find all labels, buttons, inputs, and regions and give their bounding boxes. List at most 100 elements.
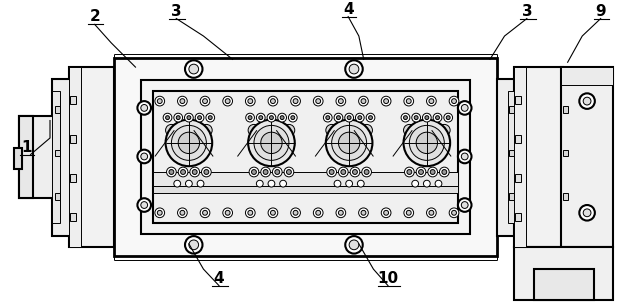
Circle shape bbox=[404, 208, 413, 218]
Circle shape bbox=[421, 124, 433, 136]
Bar bbox=[561, 67, 613, 247]
Circle shape bbox=[203, 210, 207, 215]
Circle shape bbox=[461, 104, 468, 111]
Circle shape bbox=[275, 169, 280, 174]
Circle shape bbox=[404, 116, 408, 119]
Circle shape bbox=[339, 132, 360, 154]
Circle shape bbox=[314, 208, 323, 218]
Circle shape bbox=[166, 119, 212, 166]
Circle shape bbox=[355, 113, 364, 122]
Bar bbox=[509, 106, 515, 113]
Circle shape bbox=[177, 96, 188, 106]
Circle shape bbox=[358, 116, 362, 119]
Text: 3: 3 bbox=[522, 4, 532, 18]
Circle shape bbox=[407, 169, 412, 174]
Circle shape bbox=[404, 167, 414, 177]
Circle shape bbox=[280, 116, 284, 119]
Text: 10: 10 bbox=[378, 271, 399, 286]
Circle shape bbox=[157, 210, 162, 215]
Circle shape bbox=[273, 167, 282, 177]
Circle shape bbox=[345, 60, 363, 78]
Circle shape bbox=[349, 64, 359, 74]
Circle shape bbox=[254, 125, 289, 160]
Circle shape bbox=[263, 169, 268, 174]
Circle shape bbox=[583, 209, 591, 217]
Circle shape bbox=[384, 210, 388, 215]
Circle shape bbox=[339, 99, 343, 103]
Bar bbox=[52, 79, 72, 236]
Bar bbox=[508, 91, 516, 223]
Circle shape bbox=[449, 96, 459, 106]
Circle shape bbox=[267, 113, 276, 122]
Circle shape bbox=[203, 99, 207, 103]
Circle shape bbox=[189, 64, 198, 74]
Circle shape bbox=[155, 96, 164, 106]
Text: 9: 9 bbox=[595, 4, 606, 18]
Bar bbox=[69, 67, 114, 247]
Circle shape bbox=[579, 205, 595, 220]
Circle shape bbox=[349, 240, 359, 250]
Bar bbox=[70, 96, 76, 104]
Circle shape bbox=[426, 208, 436, 218]
Circle shape bbox=[422, 113, 431, 122]
Circle shape bbox=[141, 202, 148, 208]
Circle shape bbox=[406, 99, 411, 103]
Bar bbox=[509, 193, 515, 200]
Circle shape bbox=[336, 208, 346, 218]
Circle shape bbox=[166, 167, 176, 177]
Circle shape bbox=[384, 99, 388, 103]
Circle shape bbox=[361, 99, 366, 103]
Circle shape bbox=[252, 169, 257, 174]
Circle shape bbox=[440, 167, 449, 177]
Circle shape bbox=[260, 132, 282, 154]
Circle shape bbox=[326, 124, 337, 136]
Circle shape bbox=[337, 116, 340, 119]
Text: 2: 2 bbox=[90, 10, 100, 24]
Circle shape bbox=[192, 169, 197, 174]
Circle shape bbox=[357, 180, 364, 187]
Circle shape bbox=[326, 116, 330, 119]
Circle shape bbox=[291, 96, 300, 106]
Circle shape bbox=[452, 99, 456, 103]
Circle shape bbox=[178, 167, 188, 177]
Circle shape bbox=[223, 96, 232, 106]
Circle shape bbox=[166, 124, 177, 136]
Circle shape bbox=[248, 119, 295, 166]
Bar bbox=[509, 150, 515, 157]
Circle shape bbox=[449, 208, 459, 218]
Circle shape bbox=[410, 125, 444, 160]
Bar bbox=[515, 96, 521, 104]
Circle shape bbox=[412, 113, 420, 122]
Circle shape bbox=[358, 96, 369, 106]
Circle shape bbox=[404, 124, 415, 136]
Circle shape bbox=[346, 180, 353, 187]
Circle shape bbox=[429, 99, 434, 103]
Circle shape bbox=[452, 210, 456, 215]
Circle shape bbox=[291, 208, 300, 218]
Text: 3: 3 bbox=[171, 4, 182, 18]
Circle shape bbox=[327, 167, 337, 177]
Circle shape bbox=[339, 167, 348, 177]
Circle shape bbox=[293, 99, 298, 103]
Circle shape bbox=[424, 180, 430, 187]
Bar bbox=[153, 186, 458, 193]
Circle shape bbox=[190, 167, 200, 177]
Circle shape bbox=[430, 169, 435, 174]
Bar bbox=[70, 174, 76, 182]
Bar bbox=[141, 80, 470, 234]
Circle shape bbox=[345, 113, 353, 122]
Circle shape bbox=[268, 180, 275, 187]
Circle shape bbox=[204, 169, 209, 174]
Circle shape bbox=[183, 124, 195, 136]
Bar bbox=[14, 148, 22, 169]
Circle shape bbox=[185, 236, 202, 254]
Circle shape bbox=[187, 116, 191, 119]
Circle shape bbox=[138, 198, 151, 212]
Circle shape bbox=[166, 116, 170, 119]
Bar bbox=[55, 150, 60, 157]
Bar bbox=[561, 67, 613, 85]
Bar bbox=[153, 91, 458, 223]
Circle shape bbox=[404, 96, 413, 106]
Circle shape bbox=[271, 99, 275, 103]
Circle shape bbox=[246, 96, 255, 106]
